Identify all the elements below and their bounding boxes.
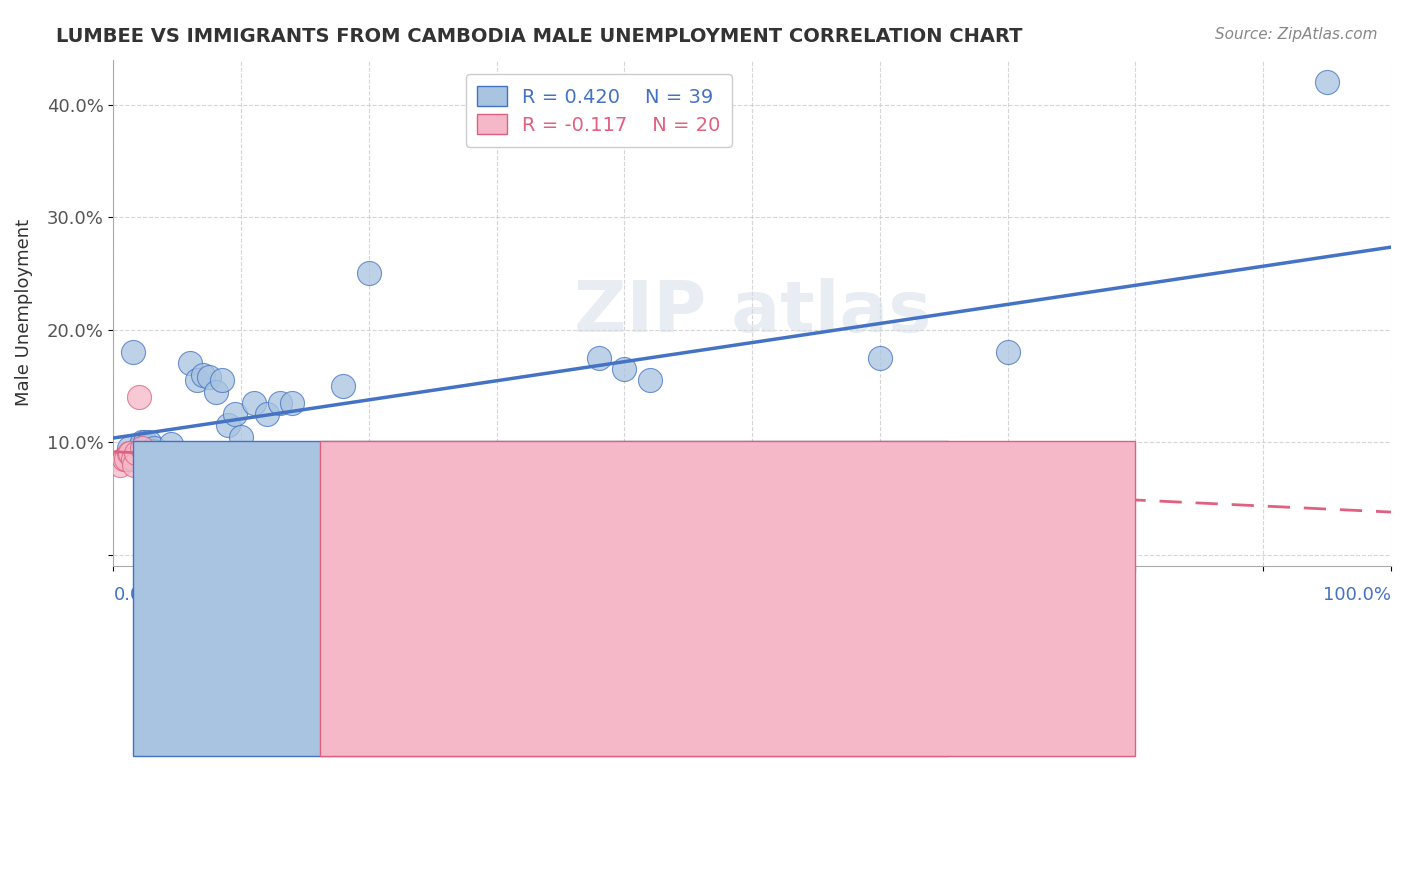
Point <box>141 444 163 458</box>
Point <box>198 370 221 384</box>
Point <box>997 345 1019 359</box>
Point <box>156 446 179 460</box>
Point <box>754 480 776 494</box>
Point <box>131 441 153 455</box>
Text: LUMBEE VS IMMIGRANTS FROM CAMBODIA MALE UNEMPLOYMENT CORRELATION CHART: LUMBEE VS IMMIGRANTS FROM CAMBODIA MALE … <box>56 27 1022 45</box>
Point <box>128 390 150 404</box>
Y-axis label: Male Unemployment: Male Unemployment <box>15 219 32 407</box>
Point <box>143 441 166 455</box>
Point <box>932 483 955 497</box>
Point <box>118 446 141 460</box>
Point <box>1316 75 1339 89</box>
Point <box>269 396 291 410</box>
Point <box>134 435 156 450</box>
Point <box>118 441 141 455</box>
Point <box>160 449 183 463</box>
Point <box>148 452 170 467</box>
Point <box>112 452 135 467</box>
Point <box>115 452 138 467</box>
Point <box>281 396 304 410</box>
Point <box>112 452 135 467</box>
Point <box>256 407 278 421</box>
Point <box>108 458 131 472</box>
Legend: R = 0.420    N = 39, R = -0.117    N = 20: R = 0.420 N = 39, R = -0.117 N = 20 <box>465 74 733 146</box>
Point <box>243 396 266 410</box>
Text: 0.0%: 0.0% <box>114 586 159 604</box>
Point <box>588 351 610 365</box>
Point <box>166 455 188 469</box>
Point <box>128 441 150 455</box>
Point <box>125 446 148 460</box>
Point <box>131 435 153 450</box>
Point <box>153 449 176 463</box>
Point <box>186 373 208 387</box>
Point <box>332 379 354 393</box>
Point <box>150 463 173 477</box>
Point <box>217 418 239 433</box>
Point <box>869 351 891 365</box>
Point <box>741 463 763 477</box>
Text: Source: ZipAtlas.com: Source: ZipAtlas.com <box>1215 27 1378 42</box>
Point <box>613 362 636 376</box>
Point <box>231 429 253 443</box>
Point <box>148 452 170 467</box>
Point <box>160 437 183 451</box>
Point <box>166 446 188 460</box>
Point <box>122 458 145 472</box>
Text: 100.0%: 100.0% <box>1323 586 1391 604</box>
FancyBboxPatch shape <box>132 441 948 756</box>
Point <box>125 446 148 460</box>
Point <box>294 452 316 467</box>
Point <box>121 452 143 467</box>
Point <box>173 452 195 467</box>
Point <box>121 345 143 359</box>
Point <box>204 384 226 399</box>
FancyBboxPatch shape <box>321 441 1136 756</box>
Text: Immigrants from Cambodia: Immigrants from Cambodia <box>768 589 1015 607</box>
Point <box>224 407 246 421</box>
Point <box>138 435 160 450</box>
Text: ZIP atlas: ZIP atlas <box>574 278 931 347</box>
Point <box>332 463 354 477</box>
Point <box>179 356 201 370</box>
Point <box>134 446 156 460</box>
Point <box>120 446 142 460</box>
Point <box>357 266 380 280</box>
Point <box>141 446 163 460</box>
Point <box>153 446 176 460</box>
Point <box>191 368 214 382</box>
Point <box>638 373 661 387</box>
Point <box>211 373 233 387</box>
Text: Lumbee: Lumbee <box>579 589 652 607</box>
